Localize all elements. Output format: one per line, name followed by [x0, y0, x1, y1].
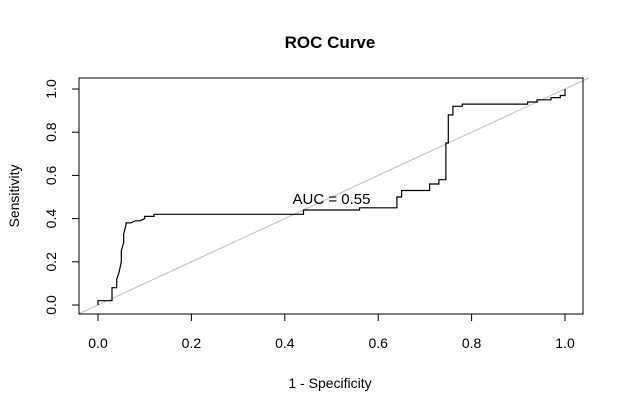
x-axis-label: 1 - Specificity — [288, 375, 371, 391]
diagonal-reference-layer — [78, 77, 589, 315]
x-tick-label: 0.0 — [88, 335, 108, 351]
roc-curve-line — [97, 89, 566, 305]
y-tick-label: 0.0 — [43, 295, 59, 315]
plot-frame — [78, 77, 584, 315]
x-tick-label: 0.4 — [275, 335, 295, 351]
y-axis-label: Sensitivity — [6, 164, 22, 227]
y-tick-label: 0.6 — [43, 165, 59, 185]
y-tick-label: 0.4 — [43, 209, 59, 229]
x-axis: 0.0 0.2 0.4 0.6 0.8 1.0 — [88, 314, 575, 351]
y-tick-label: 0.2 — [43, 252, 59, 272]
auc-annotation: AUC = 0.55 — [293, 191, 371, 208]
x-tick-label: 0.8 — [462, 335, 482, 351]
y-axis: 0.0 0.2 0.4 0.6 0.8 1.0 — [43, 79, 79, 315]
y-tick-label: 1.0 — [43, 79, 59, 99]
diagonal-reference-line — [78, 77, 589, 315]
x-tick-label: 0.2 — [182, 335, 202, 351]
y-tick-label: 0.8 — [43, 122, 59, 142]
x-tick-label: 1.0 — [555, 335, 575, 351]
x-tick-label: 0.6 — [368, 335, 388, 351]
roc-curve-layer — [97, 89, 566, 305]
chart-title: ROC Curve — [285, 33, 376, 52]
